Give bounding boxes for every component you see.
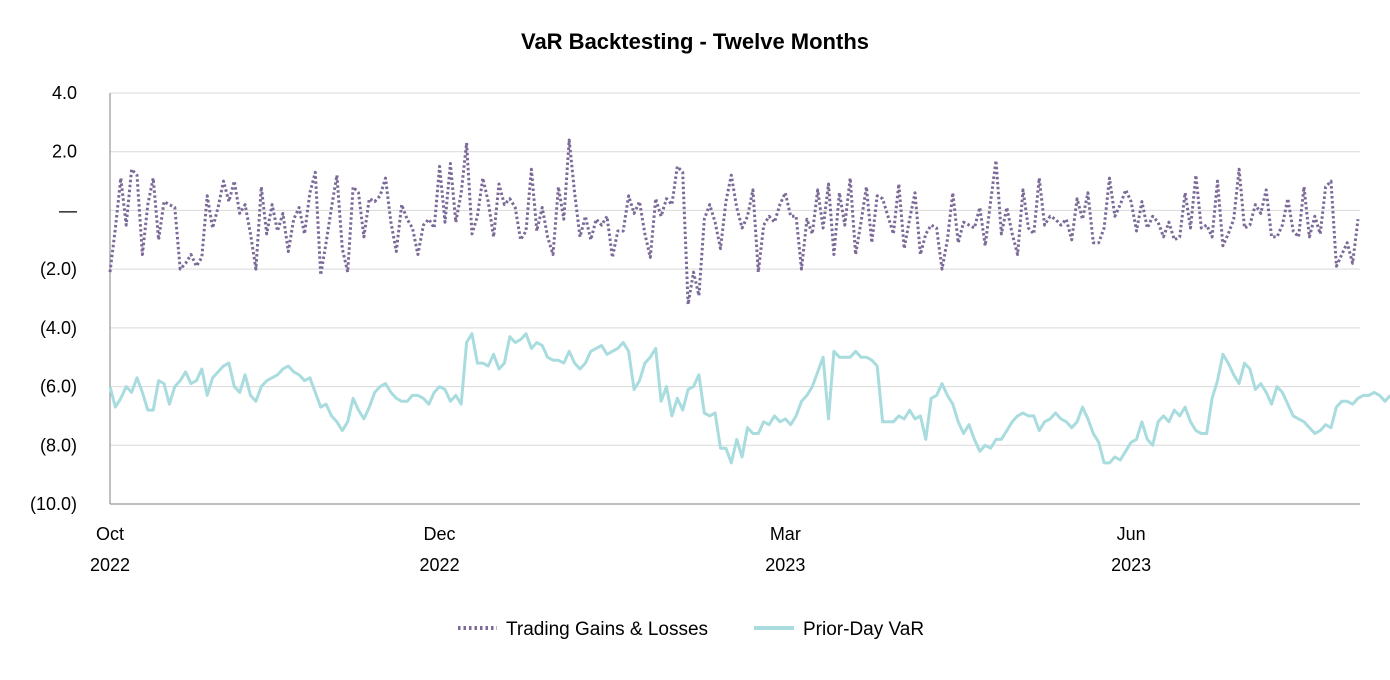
x-tick-month: Dec — [424, 524, 456, 544]
chart-title: VaR Backtesting - Twelve Months — [521, 29, 869, 54]
y-tick-label: (2.0) — [40, 259, 77, 279]
legend: Trading Gains & Losses Prior-Day VaR — [458, 619, 924, 640]
series-lines — [108, 138, 1390, 465]
x-tick-year: 2022 — [420, 555, 460, 575]
x-tick-month: Oct — [96, 524, 124, 544]
y-tick-label: (8.0) — [40, 435, 77, 455]
x-axis-ticks: Oct2022Dec2022Mar2023Jun2023Sep2023 — [90, 524, 1151, 575]
legend-label-prior-day-var: Prior-Day VaR — [803, 619, 924, 640]
x-tick-month: Jun — [1117, 524, 1146, 544]
y-axis-ticks: 4.0 2.0 — (2.0) (4.0) (6.0) (8.0) (10.0) — [30, 83, 77, 514]
x-tick-year: 2023 — [765, 555, 805, 575]
x-tick-year: 2022 — [90, 555, 130, 575]
y-tick-label: — — [59, 200, 77, 220]
y-tick-label: (4.0) — [40, 318, 77, 338]
x-tick-month: Mar — [770, 524, 801, 544]
legend-label-trading-gains-losses: Trading Gains & Losses — [506, 619, 708, 640]
y-tick-label: 4.0 — [52, 83, 77, 103]
gridlines — [110, 92, 1360, 446]
y-tick-label: 2.0 — [52, 142, 77, 162]
series-line-prior-day-var — [108, 332, 1390, 465]
x-tick-year: 2023 — [1111, 555, 1151, 575]
y-tick-label: (6.0) — [40, 377, 77, 397]
series-line-trading-gains-losses — [108, 138, 1360, 306]
y-tick-label: (10.0) — [30, 494, 77, 514]
